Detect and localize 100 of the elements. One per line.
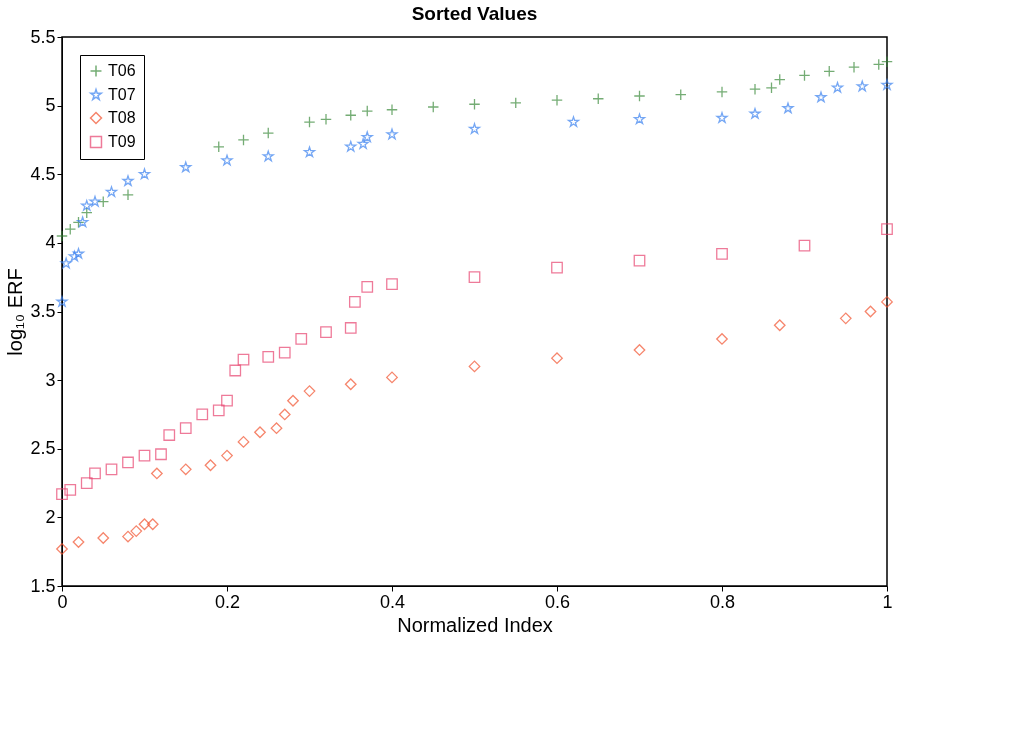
point [72,216,85,229]
point [80,477,93,489]
point [68,250,81,262]
point [146,518,159,531]
point [179,463,192,476]
point [278,408,291,421]
point [64,484,77,496]
point [468,271,481,284]
point [864,305,877,318]
x-tick-label: 0.8 [709,591,736,612]
point [89,195,101,207]
point [138,449,151,462]
point [386,128,398,140]
point [872,58,885,71]
point [749,107,761,119]
point [839,312,852,325]
point [782,102,794,114]
point [344,322,357,334]
x-axis-title: Normalized Index [397,613,553,636]
point [303,116,316,128]
point [262,127,275,139]
y-tick-label: 1.5 [30,575,56,596]
y-tick-label: 5.5 [30,26,56,47]
point [130,525,143,537]
point [386,103,398,116]
point [212,140,225,153]
y-tick-label: 2 [45,506,56,527]
x-tick-label: 0.4 [379,591,406,612]
point [848,61,860,74]
point [229,364,242,377]
point [76,216,89,228]
point [551,94,563,107]
point [262,350,275,363]
point [773,319,786,332]
point [56,230,68,242]
point [204,459,217,472]
point [592,92,605,105]
point [278,346,291,359]
x-tick-label: 0.6 [544,591,571,612]
point [881,223,893,236]
point [237,353,250,366]
point [798,69,811,82]
x-tick-label: 0.2 [214,591,241,612]
point [344,109,357,122]
point [64,223,77,236]
point [345,140,357,152]
point [56,543,68,555]
point [270,422,283,435]
point [254,426,266,439]
point [633,254,646,267]
point [361,105,374,118]
point [567,116,580,127]
point [212,404,225,417]
point [881,296,893,308]
legend-label: T07 [108,86,136,103]
point [856,80,868,92]
point [344,378,357,391]
point [221,154,233,166]
point [105,463,118,476]
point [122,175,134,187]
point [749,83,761,96]
point [633,344,646,356]
point [831,81,844,93]
point [716,247,728,260]
point [551,352,563,365]
point [89,467,101,480]
point [357,138,369,149]
point [221,449,233,462]
point [509,96,522,109]
point [765,81,778,94]
point [815,91,827,103]
point [361,280,374,293]
point [150,467,163,480]
y-tick-label: 3.5 [30,301,56,321]
y-tick-label: 5 [45,95,56,116]
point [386,278,398,290]
point [386,371,398,384]
chart-title: Sorted Values [411,3,538,24]
point [72,536,85,548]
point [716,333,728,345]
point [468,360,481,373]
point [716,86,728,98]
point [348,296,361,308]
point [773,73,786,86]
point [237,134,250,146]
point [295,333,308,345]
point [633,113,646,125]
y-axis-title: log₁₀ ERF [4,268,27,356]
point [237,435,250,448]
point [303,385,316,397]
point [674,88,687,101]
point [97,532,110,544]
point [179,422,192,435]
point [468,98,481,111]
point [56,488,68,500]
legend-label: T06 [108,62,136,79]
point [881,55,893,68]
point [262,150,274,162]
point [155,448,167,461]
y-tick-label: 4 [45,232,56,253]
